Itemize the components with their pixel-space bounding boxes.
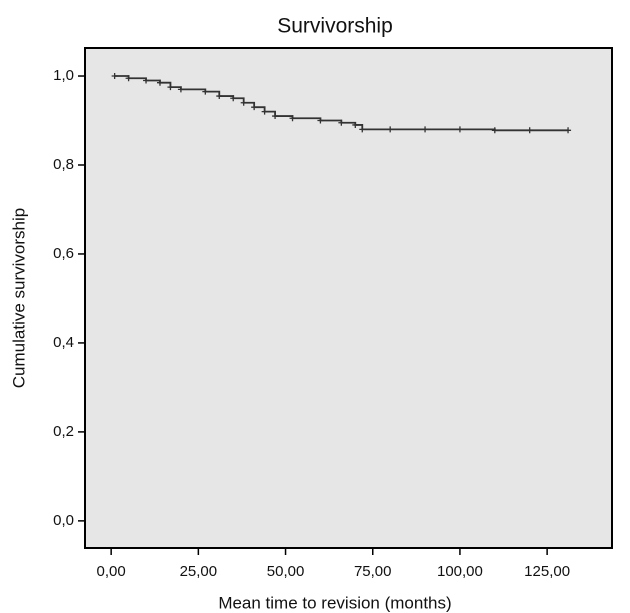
y-tick-label: 1,0 [53, 67, 74, 84]
y-tick-label: 0,0 [53, 512, 74, 529]
censor-mark [352, 121, 359, 128]
x-tick-label: 75,00 [354, 563, 392, 580]
survival-curve [114, 75, 569, 132]
censor-mark [387, 126, 394, 133]
censor-mark [251, 104, 258, 111]
censor-mark [456, 126, 463, 133]
x-tick-label: 25,00 [180, 563, 218, 580]
x-tick-label: 0,00 [97, 563, 126, 580]
censor-mark [156, 79, 163, 86]
censor-mark [202, 88, 209, 95]
censor-mark [240, 99, 247, 106]
censor-mark [216, 93, 223, 100]
censor-mark [272, 113, 279, 120]
y-tick-label: 0,8 [53, 156, 74, 173]
y-tick-label: 0,4 [53, 334, 74, 351]
censor-mark [565, 127, 572, 134]
censor-mark [422, 126, 429, 133]
censor-mark [111, 73, 118, 80]
censor-mark [177, 86, 184, 93]
y-axis-label: Cumulative survivorship [9, 208, 28, 388]
censor-mark [317, 117, 324, 124]
censor-mark [167, 84, 174, 91]
censor-mark [261, 108, 268, 115]
plot-area [84, 47, 613, 549]
censor-mark [289, 115, 296, 122]
x-tick-label: 125,00 [524, 563, 570, 580]
censor-mark [526, 127, 533, 134]
censor-mark [143, 77, 150, 84]
censor-mark [125, 75, 132, 82]
censor-mark [359, 126, 366, 133]
x-tick-label: 50,00 [267, 563, 305, 580]
censor-mark [491, 127, 498, 134]
y-tick-label: 0,2 [53, 423, 74, 440]
censor-mark [230, 95, 237, 102]
x-axis-label: Mean time to revision (months) [218, 593, 451, 612]
y-tick-label: 0,6 [53, 245, 74, 262]
censor-mark [338, 119, 345, 126]
x-tick-label: 100,00 [437, 563, 483, 580]
chart-title: Survivorship [277, 15, 393, 38]
